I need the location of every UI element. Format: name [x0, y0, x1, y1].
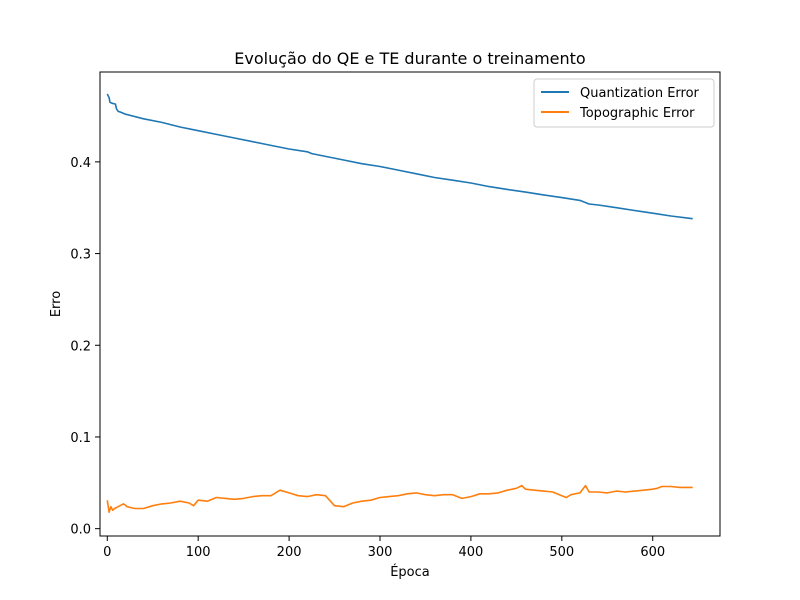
legend-label: Topographic Error: [579, 106, 695, 121]
legend: Quantization Error Topographic Error: [533, 78, 715, 128]
x-axis-label: Época: [390, 564, 430, 580]
x-tick-label: 200: [277, 545, 302, 560]
x-tick-label: 300: [368, 545, 393, 560]
y-tick-label: 0.3: [70, 248, 91, 263]
chart-title: Evolução do QE e TE durante o treinament…: [234, 49, 585, 68]
y-axis-label: Erro: [49, 291, 64, 317]
y-axis: 0.0 0.1 0.2 0.3 0.4: [70, 156, 100, 538]
series-line-quantization-error: [106, 93, 693, 220]
x-tick-label: 600: [640, 545, 665, 560]
x-tick-label: 400: [458, 545, 483, 560]
legend-box: [533, 78, 715, 128]
y-tick-label: 0.1: [70, 431, 91, 446]
x-tick-label: 500: [549, 545, 574, 560]
legend-label: Quantization Error: [580, 86, 700, 101]
y-tick-label: 0.0: [70, 523, 91, 538]
plot-area: [99, 71, 721, 537]
series-line-topographic-error: [106, 484, 693, 514]
x-tick-label: 100: [186, 545, 211, 560]
y-tick-label: 0.4: [70, 156, 91, 171]
x-axis: 0 100 200 300 400 500 600: [103, 536, 665, 560]
axes-frame: [99, 71, 721, 537]
y-tick-label: 0.2: [70, 339, 91, 354]
series-layer: [106, 93, 693, 514]
x-tick-label: 0: [103, 545, 111, 560]
